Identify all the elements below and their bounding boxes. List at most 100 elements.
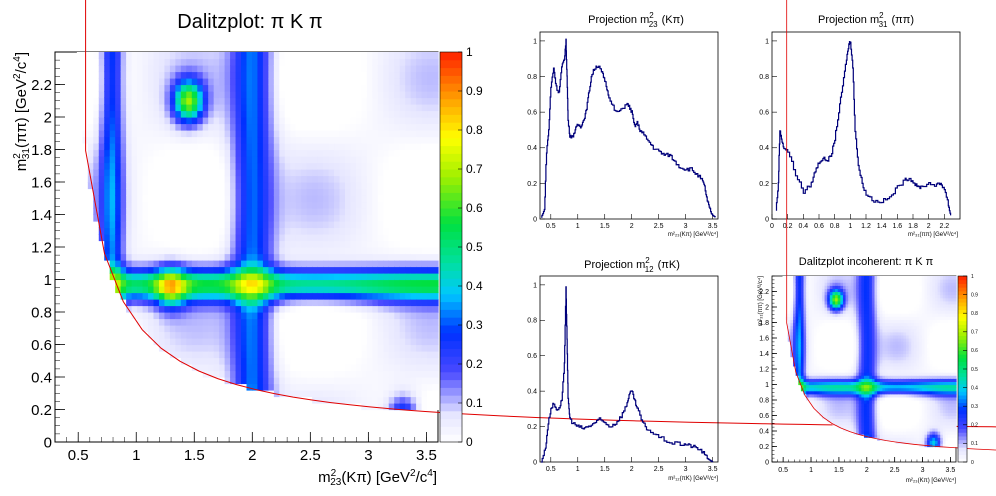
heatmap-cell <box>388 71 395 79</box>
heatmap-cell <box>175 325 182 333</box>
heatmap-cell <box>279 260 286 268</box>
heatmap-cell <box>191 292 198 300</box>
heatmap-cell <box>109 208 116 216</box>
heatmap-cell <box>180 123 187 131</box>
heatmap-cell <box>230 273 237 281</box>
heatmap-cell <box>803 279 807 283</box>
heatmap-cell <box>109 227 116 235</box>
heatmap-cell <box>816 294 820 299</box>
heatmap-cell <box>835 359 839 364</box>
heatmap-cell <box>208 71 215 79</box>
heatmap-cell <box>175 286 182 294</box>
heatmap-cell <box>814 378 818 382</box>
heatmap-cell <box>191 344 198 352</box>
heatmap-cell <box>795 365 799 370</box>
heatmap-cell <box>871 338 876 342</box>
heatmap-cell <box>861 319 865 324</box>
heatmap-cell <box>262 169 269 177</box>
heatmap-cell <box>268 351 275 359</box>
heatmap-cell <box>840 303 844 308</box>
heatmap-cell <box>416 318 423 326</box>
heatmap-cell <box>230 52 237 60</box>
heatmap-cell <box>383 318 390 326</box>
heatmap-cell <box>845 331 849 336</box>
heatmap-cell <box>350 253 357 261</box>
heatmap-cell <box>306 97 313 105</box>
heatmap-cell <box>827 415 831 420</box>
colorbar-swatch <box>440 161 462 170</box>
heatmap-cell <box>219 357 226 365</box>
heatmap-cell <box>180 188 187 196</box>
heatmap-cell <box>803 282 807 286</box>
heatmap-cell <box>816 362 820 367</box>
heatmap-cell <box>845 369 849 373</box>
heatmap-cell <box>279 227 286 235</box>
heatmap-cell <box>175 195 182 203</box>
heatmap-cell <box>251 143 259 151</box>
heatmap-cell <box>864 297 868 302</box>
heatmap-cell <box>197 357 204 365</box>
heatmap-cell <box>432 344 439 352</box>
heatmap-cell <box>383 58 390 66</box>
heatmap-cell <box>126 149 133 157</box>
heatmap-cell <box>213 292 220 300</box>
heatmap-cell <box>832 372 836 376</box>
heatmap-cell <box>377 195 384 203</box>
heatmap-cell <box>131 182 138 190</box>
heatmap-cell <box>328 331 335 339</box>
heatmap-cell <box>339 364 346 372</box>
heatmap-cell <box>257 208 264 216</box>
heatmap-cell <box>301 149 308 157</box>
heatmap-cell <box>858 400 862 404</box>
heatmap-cell <box>268 383 275 391</box>
heatmap-cell <box>840 310 844 314</box>
heatmap-cell <box>405 58 412 66</box>
heatmap-cell <box>208 143 215 151</box>
heatmap-cell <box>230 162 237 170</box>
heatmap-cell <box>866 322 870 327</box>
heatmap-cell <box>410 221 417 229</box>
heatmap-cell <box>295 383 302 391</box>
heatmap-cell <box>421 221 428 229</box>
heatmap-cell <box>837 319 841 324</box>
heatmap-cell <box>208 195 215 203</box>
heatmap-cell <box>816 384 820 389</box>
heatmap-cell <box>821 279 826 283</box>
heatmap-cell <box>827 396 831 401</box>
heatmap-cell <box>842 406 847 410</box>
heatmap-cell <box>869 294 873 299</box>
x-tick-label: 3.5 <box>416 447 437 464</box>
heatmap-cell <box>180 312 187 320</box>
heatmap-cell <box>821 338 826 342</box>
heatmap-cell <box>279 195 286 203</box>
heatmap-cell <box>399 273 406 281</box>
heatmap-cell <box>230 71 237 79</box>
heatmap-cell <box>202 123 209 131</box>
heatmap-cell <box>819 378 823 382</box>
heatmap-cell <box>334 110 341 118</box>
heatmap-cell <box>853 365 857 370</box>
heatmap-cell <box>235 260 242 268</box>
heatmap-cell <box>421 65 428 73</box>
heatmap-cell <box>853 393 857 398</box>
heatmap-cell <box>819 276 823 280</box>
heatmap-cell <box>800 316 805 320</box>
heatmap-cell <box>432 370 439 378</box>
heatmap-cell <box>821 294 826 299</box>
heatmap-cell <box>180 357 187 365</box>
heatmap-cell <box>142 325 149 333</box>
heatmap-cell <box>416 273 423 281</box>
heatmap-cell <box>816 400 820 404</box>
x-tick-label: 1.5 <box>600 223 610 230</box>
heatmap-cell <box>257 123 264 131</box>
heatmap-cell <box>350 58 357 66</box>
heatmap-cell <box>861 409 865 413</box>
heatmap-cell <box>191 169 198 177</box>
heatmap-cell <box>169 188 176 196</box>
heatmap-cell <box>219 299 226 307</box>
heatmap-cell <box>372 273 379 281</box>
heatmap-cell <box>339 325 346 333</box>
heatmap-cell <box>814 384 818 389</box>
heatmap-cell <box>301 78 308 86</box>
heatmap-cell <box>361 169 368 177</box>
